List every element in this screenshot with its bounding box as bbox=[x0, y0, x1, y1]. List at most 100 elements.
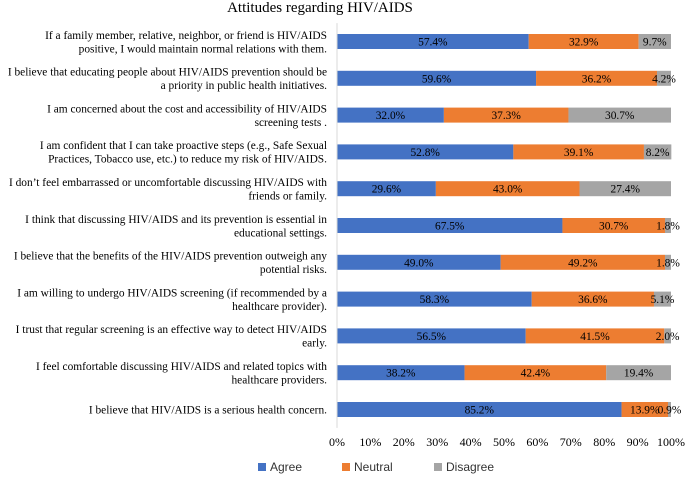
bar-disagree bbox=[653, 291, 671, 307]
bar-neutral bbox=[562, 218, 665, 233]
bar-agree bbox=[337, 291, 532, 307]
data-label-agree: 29.6% bbox=[372, 184, 402, 196]
x-tick-label: 60% bbox=[526, 435, 548, 449]
bar-agree bbox=[337, 328, 526, 344]
legend-label-disagree: Disagree bbox=[446, 460, 494, 474]
bar-disagree bbox=[606, 365, 671, 381]
category-label: potential risks. bbox=[260, 264, 327, 276]
data-label-agree: 85.2% bbox=[465, 405, 495, 417]
data-label-agree: 56.5% bbox=[417, 331, 447, 343]
category-label: I believe that educating people about HI… bbox=[8, 67, 327, 79]
data-label-neutral: 39.1% bbox=[564, 147, 594, 159]
bar-disagree bbox=[656, 70, 671, 86]
data-labels: 57.4% 32.9% 9.7% 59.6% 36.2% 4.2% 32.0% 37.3% 30… bbox=[372, 37, 682, 417]
data-label-disagree: 1.8% bbox=[656, 257, 680, 269]
bar-agree bbox=[337, 34, 529, 49]
bar-agree bbox=[337, 181, 436, 197]
bar-disagree bbox=[664, 254, 671, 270]
category-labels: If a family member, relative, neighbor, … bbox=[8, 30, 327, 417]
category-label: I am willing to undergo HIV/AIDS screeni… bbox=[17, 287, 327, 299]
bar-agree bbox=[337, 254, 501, 270]
data-label-agree: 58.3% bbox=[420, 294, 450, 306]
legend-label-neutral: Neutral bbox=[354, 460, 393, 474]
x-tick-label: 90% bbox=[627, 435, 649, 449]
data-label-agree: 52.8% bbox=[410, 147, 440, 159]
data-label-neutral: 13.9% bbox=[630, 405, 660, 417]
legend-swatch-disagree bbox=[434, 463, 442, 471]
bar-neutral bbox=[531, 291, 654, 307]
data-label-neutral: 43.0% bbox=[493, 184, 523, 196]
bar-neutral bbox=[525, 328, 665, 344]
bar-disagree bbox=[638, 34, 671, 49]
bar-agree bbox=[337, 365, 465, 381]
bar-neutral bbox=[500, 254, 665, 270]
data-label-neutral: 30.7% bbox=[599, 221, 629, 233]
x-tick-label: 50% bbox=[493, 435, 515, 449]
data-label-neutral: 36.6% bbox=[578, 294, 608, 306]
bar-disagree bbox=[643, 144, 672, 160]
data-label-agree: 38.2% bbox=[386, 368, 416, 380]
data-label-neutral: 36.2% bbox=[582, 73, 612, 85]
category-label: I feel comfortable discussing HIV/AIDS a… bbox=[36, 361, 327, 373]
x-tick-label: 30% bbox=[426, 435, 448, 449]
bar-neutral bbox=[435, 181, 580, 197]
x-tick-label: 0% bbox=[329, 435, 345, 449]
bar-disagree bbox=[579, 181, 671, 197]
x-tick-label: 20% bbox=[393, 435, 415, 449]
bar-neutral bbox=[528, 34, 639, 49]
bar-disagree bbox=[568, 107, 671, 123]
data-label-disagree: 1.8% bbox=[656, 221, 680, 233]
data-label-disagree: 2.0% bbox=[656, 331, 680, 343]
x-tick-label: 40% bbox=[460, 435, 482, 449]
category-label: healthcare providers. bbox=[231, 374, 327, 386]
bar-disagree bbox=[667, 402, 671, 417]
x-tick-labels: 0% 10% 20% 30% 40% 50% 60% 70% 80% 90% 100% bbox=[329, 435, 685, 449]
category-label: I think that discussing HIV/AIDS and its… bbox=[25, 214, 327, 226]
bar-neutral bbox=[621, 402, 668, 417]
data-label-disagree: 9.7% bbox=[643, 37, 667, 49]
data-label-neutral: 32.9% bbox=[569, 37, 599, 49]
data-label-agree: 59.6% bbox=[422, 73, 452, 85]
data-label-agree: 32.0% bbox=[376, 110, 406, 122]
data-label-agree: 49.0% bbox=[404, 257, 434, 269]
data-label-neutral: 49.2% bbox=[568, 257, 598, 269]
bar-neutral bbox=[464, 365, 607, 381]
bar-agree bbox=[337, 70, 537, 86]
x-tick-label: 80% bbox=[593, 435, 615, 449]
category-label: positive, I would maintain normal relati… bbox=[79, 43, 327, 55]
data-label-disagree: 4.2% bbox=[652, 73, 676, 85]
bars bbox=[337, 34, 672, 417]
bar-agree bbox=[337, 107, 444, 123]
data-label-agree: 57.4% bbox=[418, 37, 448, 49]
x-tick-label: 100% bbox=[657, 435, 685, 449]
category-label: Practices, Tobacco use, etc.) to reduce … bbox=[48, 154, 327, 166]
category-label: I am concerned about the cost and access… bbox=[47, 103, 327, 115]
category-label: I believe that the benefits of the HIV/A… bbox=[14, 251, 327, 263]
category-label: a priority in public health initiatives. bbox=[161, 80, 328, 92]
bar-neutral bbox=[536, 70, 657, 86]
data-label-disagree: 30.7% bbox=[605, 110, 635, 122]
category-label: educational settings. bbox=[234, 227, 327, 239]
category-label: early. bbox=[302, 338, 327, 350]
data-label-disagree: 5.1% bbox=[651, 294, 675, 306]
category-label: I believe that HIV/AIDS is a serious hea… bbox=[89, 405, 327, 417]
data-label-disagree: 8.2% bbox=[646, 147, 670, 159]
bar-agree bbox=[337, 402, 622, 417]
data-label-disagree: 27.4% bbox=[611, 184, 641, 196]
legend-swatch-neutral bbox=[342, 463, 350, 471]
bar-disagree bbox=[664, 218, 671, 233]
bar-agree bbox=[337, 218, 563, 233]
category-label: I am confident that I can take proactive… bbox=[40, 140, 327, 152]
data-label-neutral: 41.5% bbox=[580, 331, 610, 343]
bar-agree bbox=[337, 144, 514, 160]
legend: Agree Neutral Disagree bbox=[258, 460, 494, 474]
data-label-disagree: 0.9% bbox=[658, 405, 682, 417]
legend-label-agree: Agree bbox=[270, 460, 302, 474]
legend-swatch-agree bbox=[258, 463, 266, 471]
category-label: I trust that regular screening is an eff… bbox=[16, 324, 327, 336]
data-label-neutral: 37.3% bbox=[491, 110, 521, 122]
category-label: healthcare provider). bbox=[232, 301, 327, 313]
data-label-disagree: 19.4% bbox=[624, 368, 654, 380]
x-tick-label: 10% bbox=[359, 435, 381, 449]
